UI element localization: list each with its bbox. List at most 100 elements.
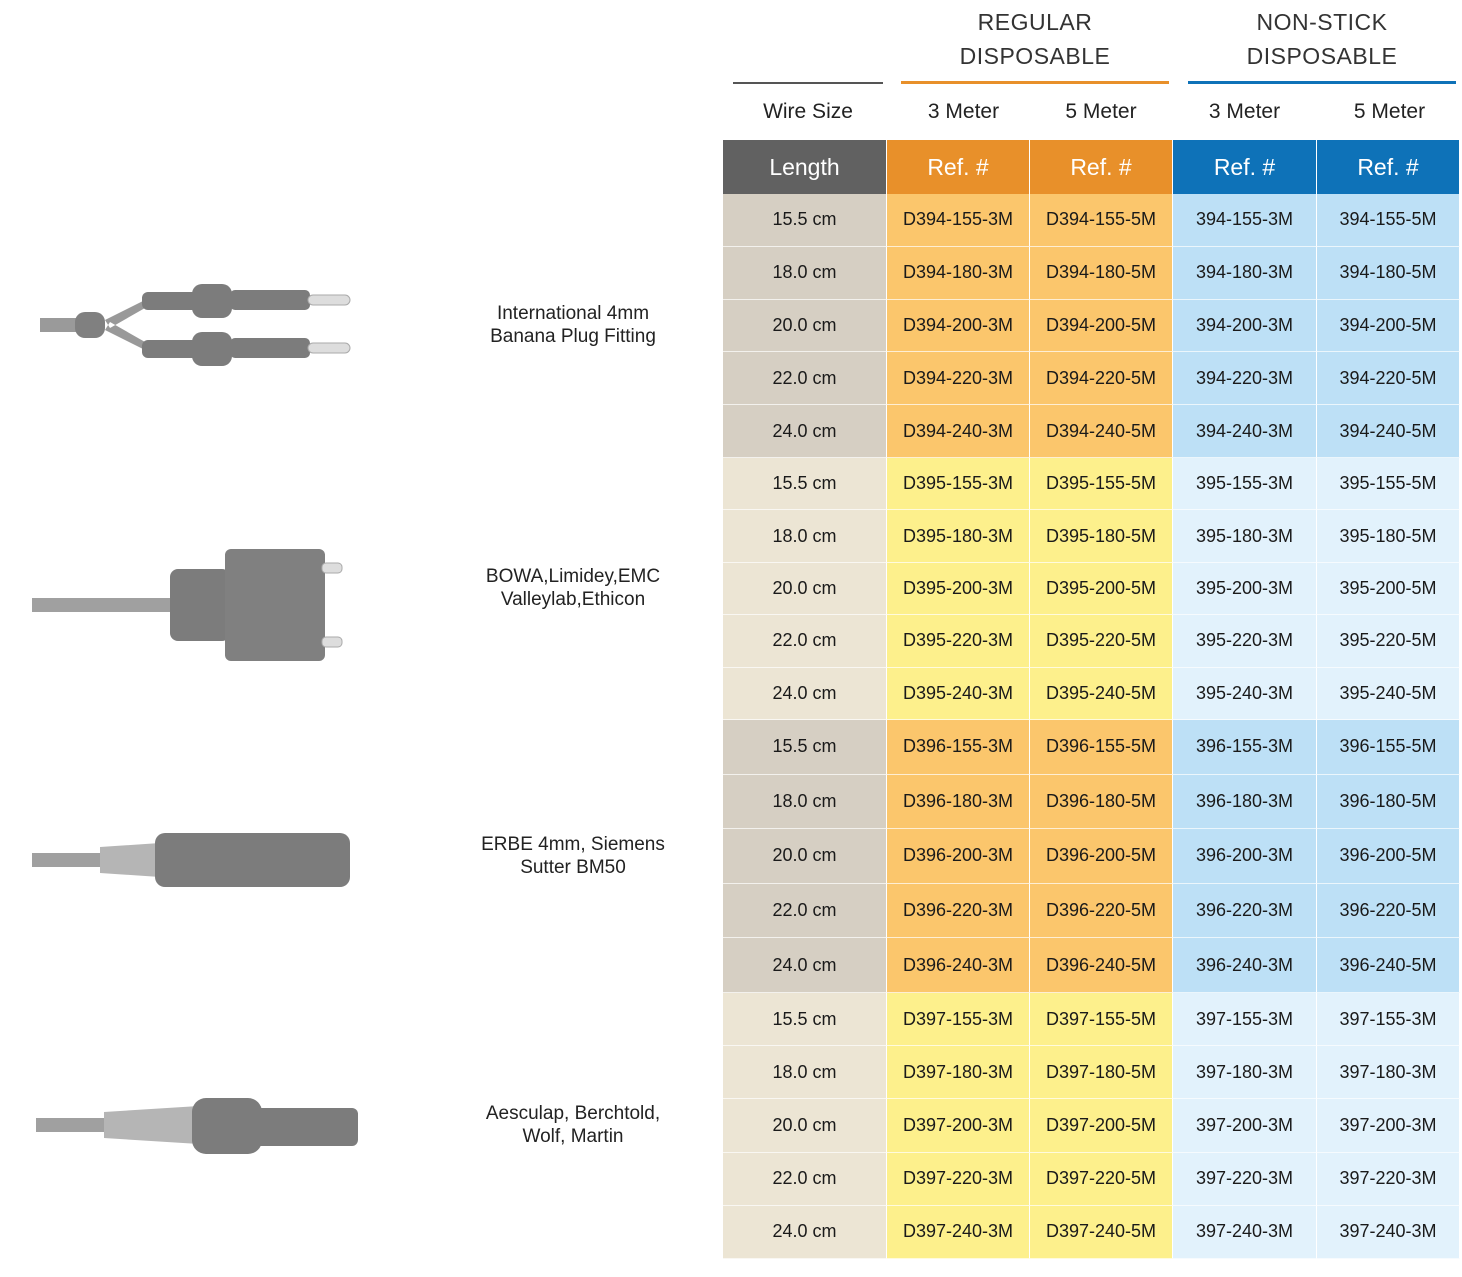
table-cell: D395-155-3M [887, 458, 1030, 511]
table-cell: 396-240-5M [1317, 938, 1460, 993]
table-cell: 394-180-5M [1317, 246, 1460, 300]
table-cell: D395-200-3M [887, 562, 1030, 616]
rule-gray [733, 82, 883, 84]
table-cell: 396-200-5M [1317, 829, 1460, 884]
table-cell: 397-155-3M [1173, 993, 1317, 1047]
table-cell: D394-200-3M [887, 299, 1030, 353]
table-cell: 395-200-5M [1317, 562, 1460, 616]
table-cell: D395-220-5M [1030, 615, 1173, 668]
table-cell: 20.0 cm [723, 829, 887, 884]
table-cell: 24.0 cm [723, 1205, 887, 1259]
table-cell: 395-180-5M [1317, 510, 1460, 563]
table-cell: 20.0 cm [723, 562, 887, 616]
table-cell: 15.5 cm [723, 993, 887, 1047]
table-cell: D397-220-3M [887, 1152, 1030, 1206]
table-cell: 22.0 cm [723, 615, 887, 668]
table-cell: 15.5 cm [723, 458, 887, 511]
table-cell: D397-200-3M [887, 1099, 1030, 1153]
column-group-title: DISPOSABLE [959, 43, 1111, 69]
table-cell: 22.0 cm [723, 1152, 887, 1206]
table-cell: 22.0 cm [723, 352, 887, 406]
table-cell: 397-200-3M [1173, 1099, 1317, 1153]
header-cell: Length [723, 140, 887, 194]
table-cell: 15.5 cm [723, 194, 887, 247]
table-cell: D395-200-5M [1030, 562, 1173, 616]
table-cell: 394-155-5M [1317, 194, 1460, 247]
table-cell: 397-220-3M [1173, 1152, 1317, 1206]
table-cell: D397-240-5M [1030, 1205, 1173, 1259]
table-cell: 395-240-3M [1173, 667, 1317, 720]
table-cell: 394-240-5M [1317, 405, 1460, 458]
header-cell: Ref. # [1173, 140, 1317, 194]
table-cell: 396-155-5M [1317, 720, 1460, 775]
table-cell: D395-155-5M [1030, 458, 1173, 511]
sub-header: 5 Meter [1065, 100, 1137, 123]
table-cell: 395-180-3M [1173, 510, 1317, 563]
table-cell: 395-220-5M [1317, 615, 1460, 668]
header-cell: Ref. # [1030, 140, 1173, 194]
table-cell: D394-155-5M [1030, 194, 1173, 247]
table-cell: 395-200-3M [1173, 562, 1317, 616]
connector-label: ERBE 4mm, Siemens [481, 833, 665, 855]
table-cell: D394-240-5M [1030, 405, 1173, 458]
table-cell: 395-155-3M [1173, 458, 1317, 511]
connector-label: BOWA,Limidey,EMC [485, 566, 661, 587]
erbe-plug-image [32, 833, 350, 887]
table-cell: D395-220-3M [887, 615, 1030, 668]
header-cell: Ref. # [1317, 140, 1460, 194]
table-cell: 394-180-3M [1173, 246, 1317, 300]
table-cell: 395-155-5M [1317, 458, 1460, 511]
connector-label: Wolf, Martin [522, 1126, 624, 1147]
table-cell: 24.0 cm [723, 667, 887, 720]
table-cell: D397-155-5M [1030, 993, 1173, 1047]
connector-label: International 4mm [496, 303, 650, 324]
rule-blue [1188, 81, 1456, 84]
table-cell: D396-220-5M [1030, 883, 1173, 939]
table-cell: 397-180-3M [1173, 1046, 1317, 1100]
table-cell: D396-180-3M [887, 774, 1030, 830]
table-cell: 396-180-5M [1317, 774, 1460, 830]
rule-orange [901, 81, 1169, 84]
column-group-title: DISPOSABLE [1246, 43, 1398, 69]
table-cell: D394-220-5M [1030, 352, 1173, 406]
table-cell: 20.0 cm [723, 1099, 887, 1153]
table-cell: D396-155-3M [887, 720, 1030, 775]
header-cell: Ref. # [887, 140, 1030, 194]
table-cell: 397-155-3M [1317, 993, 1460, 1047]
table-cell: 395-240-5M [1317, 667, 1460, 720]
table-cell: 397-240-3M [1317, 1205, 1460, 1259]
table-cell: D396-155-5M [1030, 720, 1173, 775]
banana-plug-image [40, 284, 351, 366]
table-cell: D394-200-5M [1030, 299, 1173, 353]
table-cell: 396-155-3M [1173, 720, 1317, 775]
table-cell: 394-220-3M [1173, 352, 1317, 406]
table-cell: 18.0 cm [723, 246, 887, 300]
table-cell: 397-180-3M [1317, 1046, 1460, 1100]
table-cell: D396-220-3M [887, 883, 1030, 939]
table-cell: 396-240-3M [1173, 938, 1317, 993]
table-cell: D396-200-5M [1030, 829, 1173, 884]
table-cell: D394-155-3M [887, 194, 1030, 247]
table-cell: D395-180-3M [887, 510, 1030, 563]
table-cell: D396-240-3M [887, 938, 1030, 993]
connector-label: Sutter BM50 [520, 856, 626, 878]
table-cell: D395-240-3M [887, 667, 1030, 720]
table-cell: D397-180-3M [887, 1046, 1030, 1100]
table-cell: 397-200-3M [1317, 1099, 1460, 1153]
sub-header: 3 Meter [927, 100, 1000, 123]
table-cell: 15.5 cm [723, 720, 887, 775]
table-cell: 24.0 cm [723, 938, 887, 993]
table-cell: 394-200-5M [1317, 299, 1460, 353]
table-cell: D394-180-3M [887, 246, 1030, 300]
table-cell: D397-200-5M [1030, 1099, 1173, 1153]
table-cell: D396-180-5M [1030, 774, 1173, 830]
table-cell: 18.0 cm [723, 510, 887, 563]
bowa-plug-image [32, 549, 343, 661]
sub-header: 5 Meter [1353, 100, 1426, 123]
column-group-title: NON-STICK [1256, 9, 1388, 35]
table-cell: 24.0 cm [723, 405, 887, 458]
column-group-title: REGULAR [977, 9, 1093, 35]
table-cell: 394-220-5M [1317, 352, 1460, 406]
table-cell: 396-220-5M [1317, 883, 1460, 939]
